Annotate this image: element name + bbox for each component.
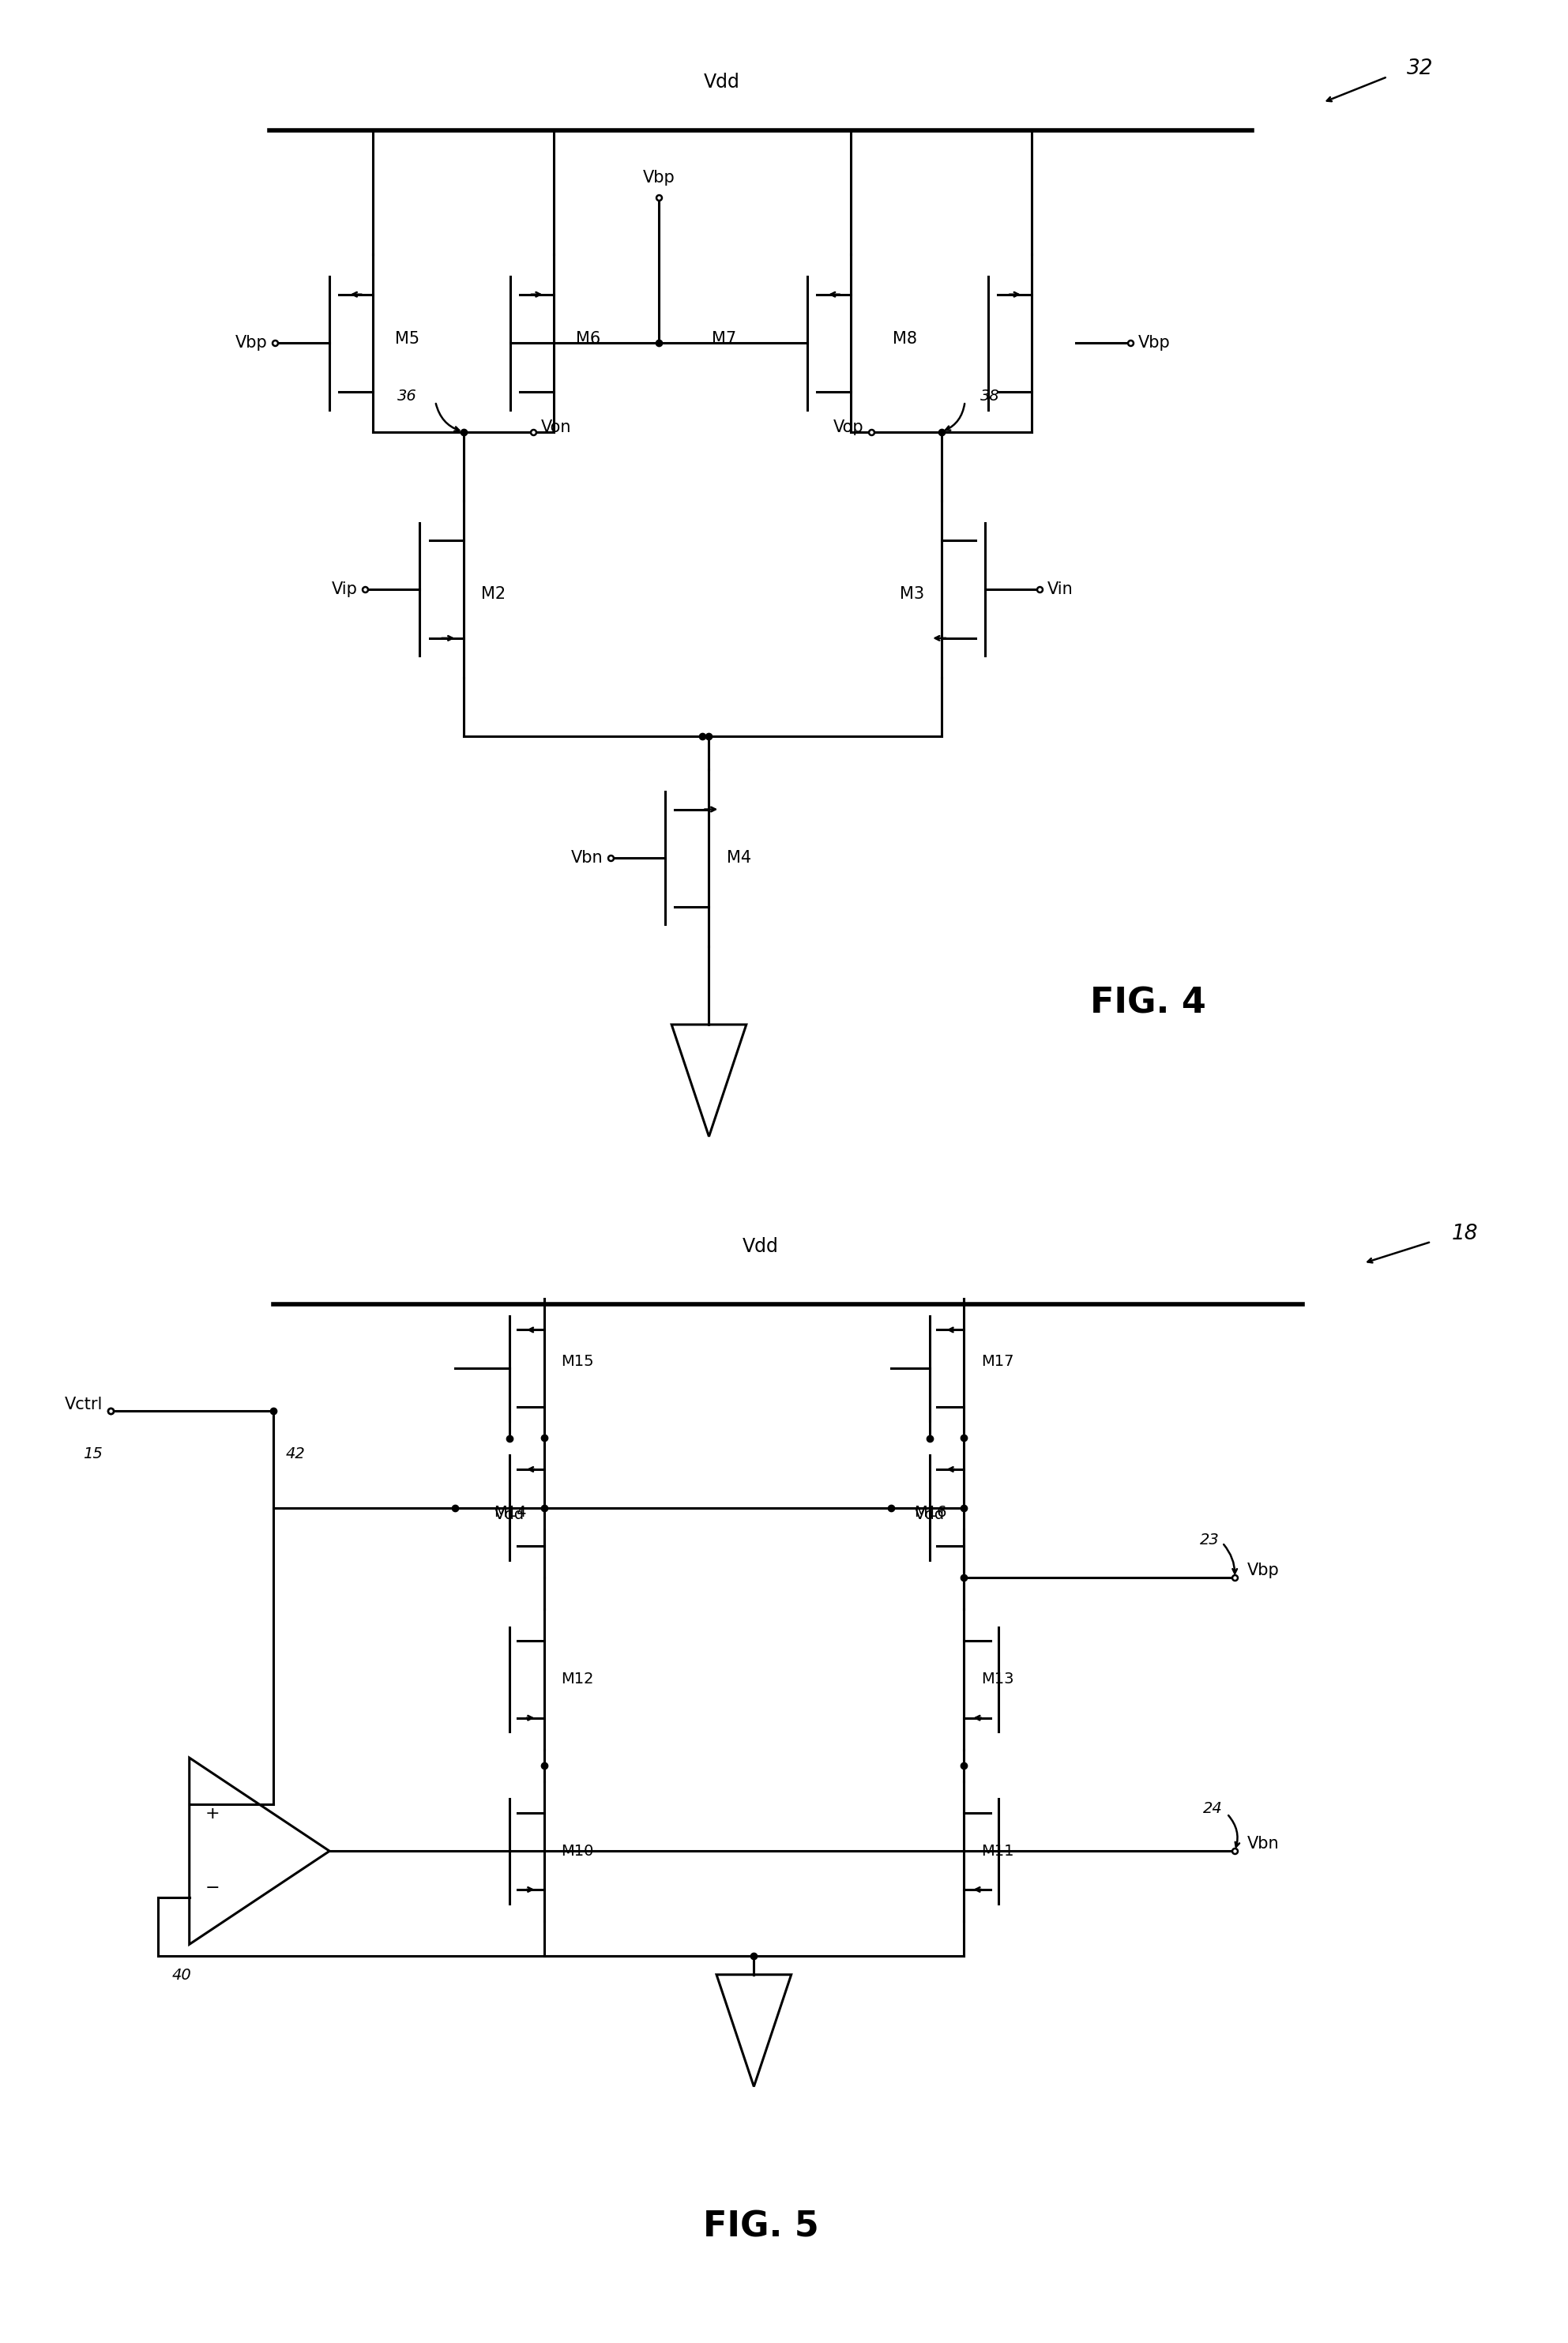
Text: Vdd: Vdd: [743, 1237, 779, 1256]
Text: Vctrl: Vctrl: [64, 1396, 102, 1413]
Text: M6: M6: [575, 330, 601, 347]
Text: 23: 23: [1200, 1532, 1220, 1546]
Text: 42: 42: [285, 1446, 306, 1462]
Text: M8: M8: [892, 330, 917, 347]
Text: M10: M10: [561, 1844, 594, 1858]
Text: M16: M16: [914, 1504, 947, 1521]
Text: Vip: Vip: [331, 581, 358, 597]
Text: FIG. 4: FIG. 4: [1090, 986, 1206, 1022]
Text: 38: 38: [980, 389, 1000, 403]
Text: Vdd: Vdd: [494, 1507, 525, 1523]
Text: 36: 36: [397, 389, 417, 403]
Text: M2: M2: [481, 586, 505, 602]
Text: M11: M11: [982, 1844, 1014, 1858]
Text: M7: M7: [712, 330, 737, 347]
Text: Vbn: Vbn: [1247, 1837, 1279, 1851]
Text: M13: M13: [982, 1673, 1014, 1687]
Text: Von: Von: [541, 419, 572, 436]
Text: Vbp: Vbp: [235, 335, 267, 351]
Text: Vbp: Vbp: [1138, 335, 1170, 351]
Text: M3: M3: [900, 586, 924, 602]
Text: 32: 32: [1406, 59, 1433, 80]
Text: Vop: Vop: [833, 419, 864, 436]
Text: M5: M5: [395, 330, 419, 347]
Text: Vdd: Vdd: [914, 1507, 944, 1523]
Text: M15: M15: [561, 1354, 594, 1368]
Text: +: +: [205, 1806, 220, 1821]
Text: M14: M14: [494, 1504, 527, 1521]
Text: M12: M12: [561, 1673, 594, 1687]
Text: Vbn: Vbn: [571, 851, 604, 867]
Text: −: −: [205, 1881, 220, 1895]
Text: 24: 24: [1203, 1802, 1223, 1816]
Text: 40: 40: [172, 1968, 191, 1982]
Text: Vdd: Vdd: [704, 73, 740, 91]
Text: 15: 15: [83, 1446, 102, 1462]
Text: 18: 18: [1452, 1223, 1479, 1244]
Text: FIG. 5: FIG. 5: [702, 2209, 818, 2245]
Text: M17: M17: [982, 1354, 1014, 1368]
Text: Vin: Vin: [1047, 581, 1074, 597]
Text: Vbp: Vbp: [643, 171, 674, 185]
Text: Vbp: Vbp: [1247, 1563, 1279, 1579]
Text: M4: M4: [726, 851, 751, 867]
